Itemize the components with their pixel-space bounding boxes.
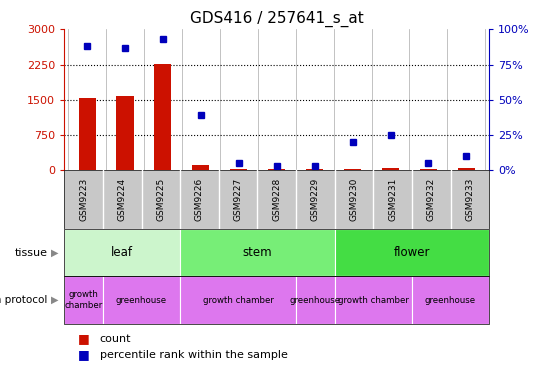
Text: tissue: tissue	[15, 247, 48, 258]
Text: growth chamber: growth chamber	[338, 296, 409, 305]
Bar	[154, 64, 172, 170]
Bar	[420, 169, 437, 170]
Text: leaf: leaf	[111, 246, 133, 259]
Text: growth protocol: growth protocol	[0, 295, 48, 305]
Bar	[230, 169, 247, 170]
Bar	[306, 169, 323, 170]
Bar	[78, 98, 96, 170]
Text: GSM9231: GSM9231	[388, 178, 397, 221]
Text: greenhouse: greenhouse	[290, 296, 341, 305]
Text: GSM9223: GSM9223	[79, 178, 88, 221]
Bar	[458, 168, 475, 170]
Bar	[268, 169, 285, 170]
Text: ▶: ▶	[51, 247, 59, 258]
Text: GSM9227: GSM9227	[234, 178, 243, 221]
Text: ■: ■	[78, 348, 90, 362]
Text: flower: flower	[394, 246, 430, 259]
Text: percentile rank within the sample: percentile rank within the sample	[100, 350, 287, 360]
Text: GSM9229: GSM9229	[311, 178, 320, 221]
Text: GSM9232: GSM9232	[427, 178, 435, 221]
Text: GSM9230: GSM9230	[349, 178, 358, 221]
Text: stem: stem	[243, 246, 272, 259]
Text: GSM9225: GSM9225	[157, 178, 165, 221]
Text: GSM9224: GSM9224	[118, 178, 127, 221]
Bar	[116, 97, 134, 170]
Title: GDS416 / 257641_s_at: GDS416 / 257641_s_at	[190, 10, 363, 27]
Bar	[192, 165, 210, 170]
Text: ▶: ▶	[51, 295, 59, 305]
Text: count: count	[100, 333, 131, 344]
Text: growth chamber: growth chamber	[203, 296, 273, 305]
Bar	[382, 168, 399, 170]
Text: greenhouse: greenhouse	[116, 296, 167, 305]
Text: GSM9233: GSM9233	[465, 178, 475, 221]
Text: GSM9226: GSM9226	[195, 178, 204, 221]
Text: growth
chamber: growth chamber	[64, 290, 103, 310]
Bar	[344, 169, 361, 170]
Text: greenhouse: greenhouse	[425, 296, 476, 305]
Text: GSM9228: GSM9228	[272, 178, 281, 221]
Text: ■: ■	[78, 332, 90, 345]
